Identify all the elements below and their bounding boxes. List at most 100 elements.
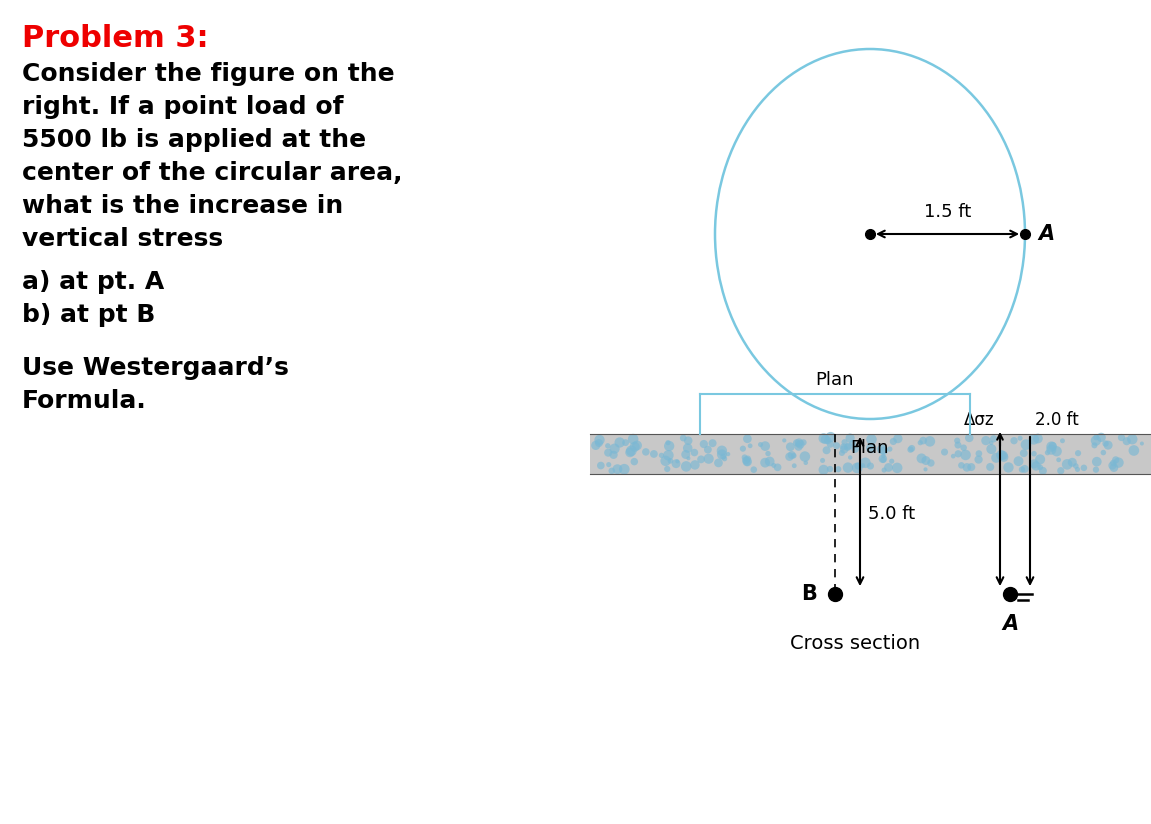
Point <box>592 459 610 472</box>
Point <box>916 454 935 467</box>
Point <box>610 436 628 449</box>
Point <box>956 448 975 461</box>
Point <box>660 439 678 452</box>
Point <box>1015 462 1034 475</box>
Point <box>712 444 731 457</box>
Point <box>738 432 756 445</box>
Point <box>846 442 864 456</box>
Point <box>587 439 605 452</box>
Point <box>883 455 901 468</box>
Point <box>954 441 973 454</box>
Point <box>913 452 931 465</box>
Point <box>1013 463 1031 476</box>
Point <box>782 440 800 453</box>
Point <box>844 437 862 450</box>
Point <box>719 447 738 461</box>
Point <box>599 446 617 459</box>
Point <box>1085 438 1104 452</box>
Point <box>703 437 722 450</box>
Point <box>1027 459 1045 472</box>
Point <box>599 439 617 452</box>
Point <box>1069 447 1088 460</box>
Point <box>862 442 881 455</box>
Point <box>815 432 833 445</box>
Point <box>661 454 679 467</box>
Point <box>699 443 717 456</box>
Point <box>656 454 674 467</box>
Point <box>608 462 626 475</box>
Point <box>700 452 718 466</box>
Point <box>848 460 867 473</box>
Point <box>685 446 703 459</box>
Text: Consider the figure on the: Consider the figure on the <box>22 62 395 86</box>
Point <box>821 438 839 451</box>
Point <box>738 456 756 469</box>
Point <box>1087 463 1105 476</box>
Text: Plan: Plan <box>851 439 890 457</box>
Point <box>1067 460 1085 473</box>
Point <box>816 433 834 446</box>
Point <box>948 434 967 447</box>
Text: B: B <box>801 584 817 604</box>
Point <box>739 452 757 466</box>
Point <box>1087 431 1105 444</box>
Point <box>769 461 787 474</box>
Text: Problem 3:: Problem 3: <box>22 24 208 53</box>
Point <box>1133 437 1151 450</box>
Text: Cross section: Cross section <box>790 634 920 653</box>
Point <box>627 439 646 452</box>
Point <box>783 448 801 461</box>
Point <box>733 442 752 456</box>
Point <box>1038 446 1057 459</box>
Point <box>1011 432 1029 445</box>
Point <box>1064 456 1082 469</box>
Point <box>761 455 779 468</box>
Point <box>764 459 783 472</box>
Text: Plan: Plan <box>816 371 854 389</box>
Point <box>1087 434 1105 447</box>
Point <box>790 440 808 453</box>
Point <box>969 453 988 466</box>
Point <box>984 433 1003 446</box>
Point <box>875 449 893 462</box>
Point <box>677 448 695 461</box>
Point <box>999 461 1017 474</box>
Text: vertical stress: vertical stress <box>22 227 223 251</box>
Text: A: A <box>1001 614 1019 634</box>
Point <box>795 450 814 463</box>
Point <box>752 438 770 452</box>
Point <box>666 457 685 471</box>
Point <box>817 443 836 456</box>
Point <box>623 444 641 457</box>
Point <box>862 433 881 446</box>
Point <box>1105 461 1123 475</box>
Point <box>861 460 879 473</box>
Point <box>1104 459 1122 472</box>
Point <box>1024 447 1043 461</box>
Point <box>969 447 988 460</box>
Point <box>1110 456 1128 469</box>
Point <box>677 460 695 473</box>
Point <box>658 462 677 475</box>
Point <box>738 455 756 468</box>
Point <box>794 436 813 449</box>
Point <box>759 447 777 460</box>
Point <box>874 452 892 466</box>
Point <box>836 436 854 449</box>
Point <box>828 439 846 452</box>
Point <box>603 464 622 477</box>
Point <box>1058 458 1076 471</box>
Point <box>620 446 639 459</box>
Point <box>679 452 698 465</box>
Point <box>958 461 976 474</box>
Point <box>982 442 1000 456</box>
Point <box>829 462 847 475</box>
Point <box>645 447 663 461</box>
Point <box>1099 438 1118 452</box>
Point <box>854 459 872 472</box>
Point <box>921 435 939 448</box>
Text: what is the increase in: what is the increase in <box>22 194 343 218</box>
Text: Use Westergaard’s: Use Westergaard’s <box>22 356 289 380</box>
Point <box>1112 431 1130 444</box>
Point <box>678 442 696 455</box>
